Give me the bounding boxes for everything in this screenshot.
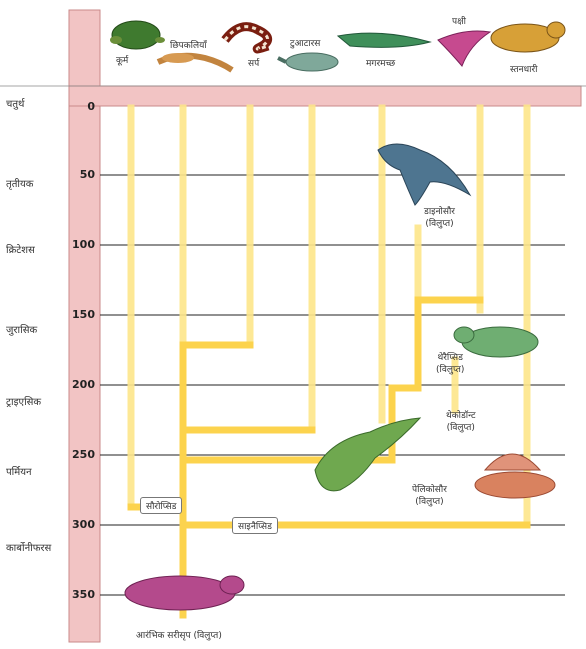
branches bbox=[127, 104, 531, 619]
pelycosaurs-status: (विलुप्त) bbox=[415, 497, 444, 507]
tick-0: 0 bbox=[87, 100, 95, 113]
label-thecodonts: थेकोडॉन्ट (विलुप्त) bbox=[446, 410, 476, 434]
label-mammals: स्तनधारी bbox=[510, 65, 538, 75]
thecodonts-status: (विलुप्त) bbox=[446, 423, 475, 433]
snake-icon bbox=[221, 22, 273, 54]
dinosaurs-status: (विलुप्त) bbox=[425, 219, 454, 229]
label-snakes: सर्प bbox=[248, 59, 260, 69]
lizard-icon bbox=[156, 52, 234, 73]
thecodonts-name: थेकोडॉन्ट bbox=[446, 411, 476, 421]
era-cretaceous: क्रिटेशस bbox=[6, 245, 35, 256]
label-pelycosaurs: पेलिकोसौर (विलुप्त) bbox=[412, 484, 447, 508]
thecodont-icon bbox=[314, 417, 422, 492]
pelycosaur-icon bbox=[474, 453, 556, 499]
tick-100: 100 bbox=[72, 238, 95, 251]
turtle-icon bbox=[110, 20, 165, 50]
tick-300: 300 bbox=[72, 518, 95, 531]
label-crocodiles: मगरमच्छ bbox=[366, 59, 396, 69]
therapsid-icon bbox=[453, 326, 539, 358]
era-jurassic: जुरासिक bbox=[6, 325, 38, 336]
label-turtles: कूर्म bbox=[116, 56, 129, 66]
tuatara-icon bbox=[277, 52, 339, 72]
therapsids-status: (विलुप्त) bbox=[436, 365, 465, 375]
label-dinosaurs: डाइनोसौर (विलुप्त) bbox=[424, 206, 455, 230]
label-therapsids: थेरैप्सिड (विलुप्त) bbox=[436, 352, 464, 376]
tick-150: 150 bbox=[72, 308, 95, 321]
present-band bbox=[68, 85, 582, 107]
era-permian: पर्मियन bbox=[6, 467, 32, 478]
crocodile-icon bbox=[336, 32, 432, 48]
era-triassic: ट्राइएसिक bbox=[6, 397, 42, 408]
label-lizards: छिपकलियाँ bbox=[170, 41, 207, 51]
label-birds: पक्षी bbox=[452, 17, 466, 27]
therapsids-name: थेरैप्सिड bbox=[437, 353, 463, 363]
clade-synapsids: साइनैप्सिड bbox=[232, 517, 278, 534]
early-reptile-icon bbox=[124, 575, 245, 611]
gridlines bbox=[100, 174, 565, 596]
dinosaur-icon bbox=[377, 143, 472, 206]
era-quaternary: चतुर्थ bbox=[6, 99, 25, 110]
time-axis-band bbox=[68, 9, 101, 643]
label-early-reptiles: आरंभिक सरीसृप (विलुप्त) bbox=[136, 631, 222, 641]
tiger-icon bbox=[490, 21, 566, 53]
tick-200: 200 bbox=[72, 378, 95, 391]
dinosaurs-name: डाइनोसौर bbox=[424, 207, 455, 217]
label-tuatara: टुआटारस bbox=[290, 39, 321, 49]
era-tertiary: तृतीयक bbox=[6, 179, 34, 190]
tick-250: 250 bbox=[72, 448, 95, 461]
bird-icon bbox=[437, 30, 492, 67]
clade-sauropsids: सौरोप्सिड bbox=[140, 497, 183, 514]
tick-50: 50 bbox=[79, 168, 95, 181]
era-carboniferous: कार्बोनीफरस bbox=[6, 543, 52, 554]
pelycosaurs-name: पेलिकोसौर bbox=[412, 485, 447, 495]
tick-350: 350 bbox=[72, 588, 95, 601]
